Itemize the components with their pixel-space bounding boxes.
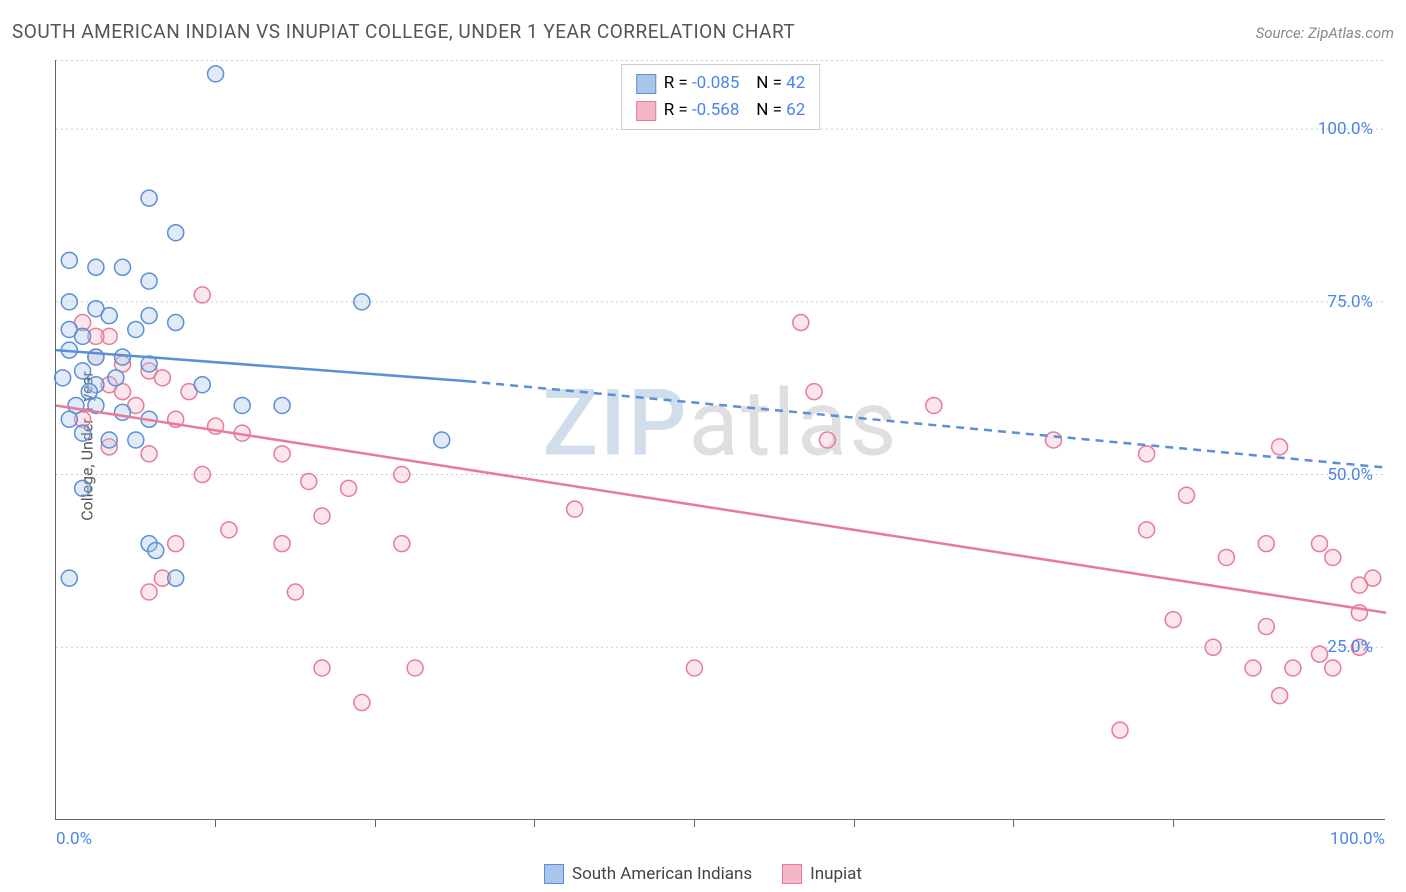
series-legend: South American Indians Inupiat bbox=[544, 864, 862, 884]
r-value-inu: -0.568 bbox=[692, 100, 739, 120]
stats-row-sai: R = -0.085 N = 42 bbox=[636, 70, 806, 97]
legend-swatch-sai bbox=[544, 864, 564, 884]
n-prefix: N = bbox=[756, 100, 786, 120]
x-max-label: 100.0% bbox=[1330, 829, 1385, 849]
y-tick-label: 50.0% bbox=[1327, 465, 1373, 485]
swatch-sai bbox=[636, 74, 656, 94]
legend-label-sai: South American Indians bbox=[572, 864, 752, 884]
chart-container: SOUTH AMERICAN INDIAN VS INUPIAT COLLEGE… bbox=[0, 0, 1406, 892]
source-label: Source: ZipAtlas.com bbox=[1256, 24, 1394, 42]
x-min-label: 0.0% bbox=[56, 829, 92, 849]
stats-legend: R = -0.085 N = 42 R = -0.568 N = 62 bbox=[621, 64, 821, 130]
chart-title: SOUTH AMERICAN INDIAN VS INUPIAT COLLEGE… bbox=[12, 20, 795, 43]
n-value-sai: 42 bbox=[786, 73, 805, 93]
legend-swatch-inu bbox=[782, 864, 802, 884]
x-tick bbox=[1013, 819, 1014, 827]
r-prefix: R = bbox=[664, 73, 692, 93]
chart-svg bbox=[56, 60, 1385, 819]
x-tick bbox=[534, 819, 535, 827]
x-tick bbox=[215, 819, 216, 827]
x-tick bbox=[1173, 819, 1174, 827]
x-tick bbox=[375, 819, 376, 827]
r-value-sai: -0.085 bbox=[692, 73, 739, 93]
r-prefix: R = bbox=[664, 100, 692, 120]
n-prefix: N = bbox=[756, 73, 786, 93]
swatch-inu bbox=[636, 101, 656, 121]
y-tick-label: 100.0% bbox=[1318, 119, 1373, 139]
legend-item-inu: Inupiat bbox=[782, 864, 862, 884]
stats-row-inu: R = -0.568 N = 62 bbox=[636, 97, 806, 124]
n-value-inu: 62 bbox=[786, 100, 805, 120]
title-bar: SOUTH AMERICAN INDIAN VS INUPIAT COLLEGE… bbox=[12, 20, 1394, 43]
y-tick-label: 25.0% bbox=[1327, 637, 1373, 657]
plot-area: ZIPatlas R = -0.085 N = 42 R = -0.568 N … bbox=[55, 60, 1385, 820]
x-tick bbox=[694, 819, 695, 827]
x-tick bbox=[854, 819, 855, 827]
y-tick-label: 75.0% bbox=[1327, 292, 1373, 312]
legend-label-inu: Inupiat bbox=[810, 864, 862, 884]
legend-item-sai: South American Indians bbox=[544, 864, 752, 884]
